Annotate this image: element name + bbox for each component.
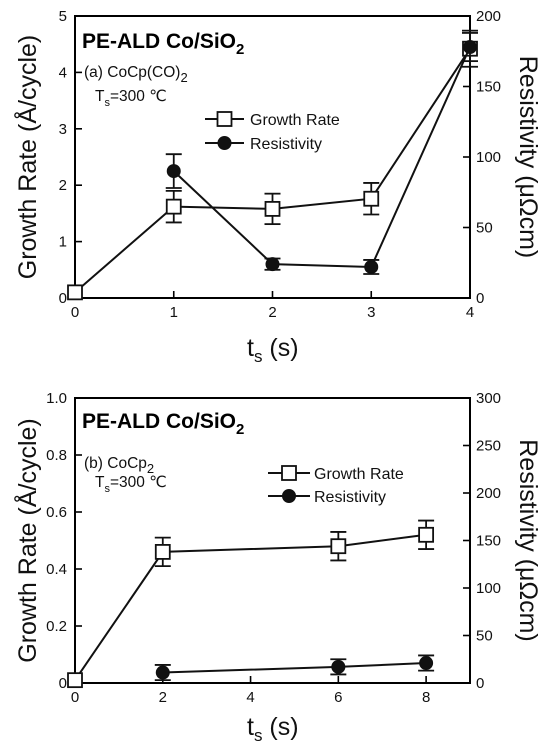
x-axis-title-main: t [247, 713, 254, 741]
resistivity-point [166, 164, 181, 179]
x-tick-label: 2 [159, 689, 167, 706]
annotation-temperature: Ts=300 ℃ [95, 474, 167, 495]
resistivity-point [419, 656, 434, 671]
annotation-precursor: (a) CoCp(CO)2 [84, 64, 188, 85]
y-left-tick-label: 1.0 [46, 390, 67, 407]
x-tick-label: 3 [367, 304, 375, 321]
x-tick-label: 2 [268, 304, 276, 321]
annotation-precursor: (b) CoCp2 [84, 455, 154, 476]
x-tick-label: 0 [71, 304, 79, 321]
y-right-tick-label: 0 [476, 675, 484, 692]
growth-rate-point [165, 198, 182, 215]
legend-label: Resistivity [250, 136, 322, 153]
legend-marker-growth-rate [281, 465, 297, 481]
y-right-tick-label: 200 [476, 8, 501, 25]
y-right-tick-label: 0 [476, 290, 484, 307]
x-axis-title-rest: (s) [262, 713, 298, 741]
x-axis-title-sub: s [254, 726, 263, 744]
annotation-temperature-main: T [95, 88, 105, 105]
x-axis-title-main: t [247, 334, 254, 362]
x-axis-title-rest: (s) [262, 334, 298, 362]
chart-b: 0 2 4 6 8 0 0.2 0.4 0.6 0.8 1.0 0 50 100 150 200 250 300 G… [12, 390, 542, 744]
y-right-tick-label: 150 [476, 79, 501, 96]
y-right-tick-label: 250 [476, 438, 501, 455]
x-tick-label: 1 [170, 304, 178, 321]
annotation-precursor-sub: 2 [147, 461, 154, 476]
y-right-tick-label: 100 [476, 580, 501, 597]
x-axis-title: ts (s) [247, 713, 299, 744]
y-left-tick-label: 0.6 [46, 504, 67, 521]
series-line-resistivity [162, 662, 427, 674]
chart-title-sub: 2 [236, 421, 244, 438]
chart-title: PE-ALD Co/SiO2 [82, 410, 244, 438]
resistivity-point [463, 40, 477, 55]
x-tick-label: 4 [246, 689, 254, 706]
annotation-temperature-rest: =300 ℃ [110, 88, 167, 105]
y-left-tick-label: 0.4 [46, 561, 67, 578]
legend-label: Resistivity [314, 489, 386, 506]
x-axis-title-sub: s [254, 347, 263, 366]
y-left-axis-title: Growth Rate (Å/cycle) [12, 35, 42, 280]
annotation-temperature: Ts=300 ℃ [95, 88, 167, 109]
chart-title: PE-ALD Co/SiO2 [82, 30, 244, 58]
y-left-tick-label: 3 [59, 121, 67, 138]
plot-frame [74, 397, 471, 684]
growth-rate-point [264, 200, 281, 217]
y-right-tick-label: 200 [476, 485, 501, 502]
growth-rate-point [330, 538, 347, 555]
y-left-tick-label: 1 [59, 234, 67, 251]
y-right-tick-label: 50 [476, 220, 493, 237]
x-tick-label: 6 [334, 689, 342, 706]
y-left-tick-label: 5 [59, 8, 67, 25]
annotation-precursor-main: (b) CoCp [84, 455, 147, 472]
x-tick-label: 8 [422, 689, 430, 706]
annotation-temperature-sub: s [104, 97, 110, 109]
y-right-tick-label: 50 [476, 628, 493, 645]
annotation-precursor-main: (a) CoCp(CO) [84, 64, 180, 81]
y-right-tick-label: 300 [476, 390, 501, 407]
y-left-tick-label: 0.8 [46, 447, 67, 464]
resistivity-point [331, 659, 346, 674]
x-axis-title: ts (s) [247, 334, 299, 366]
growth-rate-point [418, 526, 435, 543]
y-left-tick-label: 0 [59, 675, 67, 692]
growth-rate-point [154, 544, 171, 560]
annotation-temperature-sub: s [104, 483, 110, 495]
growth-rate-point [67, 672, 83, 689]
chart-title-sub: 2 [236, 41, 244, 58]
y-left-tick-label: 0.2 [46, 618, 67, 635]
annotation-temperature-main: T [95, 474, 105, 491]
x-tick-label: 4 [466, 304, 474, 321]
legend-marker-growth-rate [216, 111, 233, 127]
legend-label: Growth Rate [250, 112, 340, 129]
series-line-growth-rate [74, 48, 471, 294]
y-left-tick-label: 0 [59, 290, 67, 307]
growth-rate-point [363, 190, 380, 207]
y-right-axis-title: Resistivity (μΩcm) [514, 439, 542, 642]
y-left-tick-label: 2 [59, 177, 67, 194]
plot-frame [74, 15, 471, 299]
y-left-tick-label: 4 [59, 64, 67, 81]
series-line-growth-rate [74, 533, 427, 681]
annotation-temperature-rest: =300 ℃ [110, 474, 167, 491]
legend-marker-resistivity [217, 136, 232, 150]
resistivity-point [155, 665, 170, 680]
annotation-precursor-sub: 2 [180, 70, 187, 85]
legend-marker-resistivity [282, 489, 296, 503]
chart-title-main: PE-ALD Co/SiO [82, 30, 236, 53]
legend-label: Growth Rate [314, 466, 404, 483]
resistivity-point [265, 257, 280, 272]
series-line-resistivity [173, 46, 471, 268]
chart-title-main: PE-ALD Co/SiO [82, 410, 236, 433]
y-right-tick-label: 150 [476, 533, 501, 550]
resistivity-point [364, 259, 379, 274]
growth-rate-point [67, 284, 83, 301]
y-right-axis-title: Resistivity (μΩcm) [514, 56, 542, 259]
y-right-tick-label: 100 [476, 149, 501, 166]
y-left-axis-title: Growth Rate (Å/cycle) [12, 418, 42, 663]
x-tick-label: 0 [71, 689, 79, 706]
